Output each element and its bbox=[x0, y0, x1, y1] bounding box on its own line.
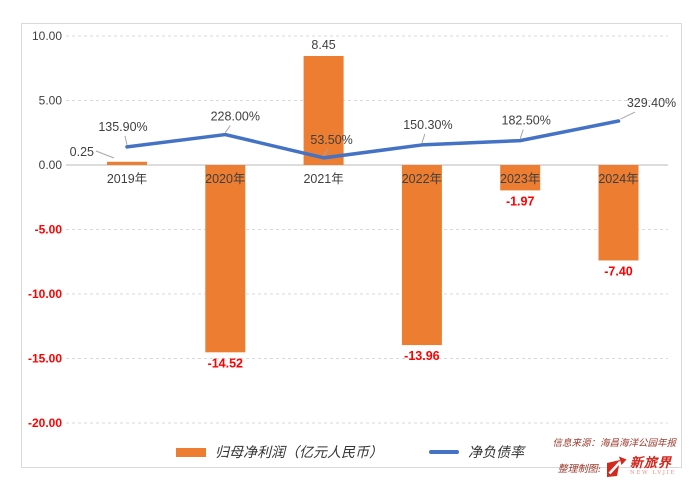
bar-2023年 bbox=[500, 165, 541, 191]
line-label-leader bbox=[620, 111, 636, 120]
source-note: 信息来源：海昌海洋公园年报 bbox=[552, 438, 676, 449]
line-label-leader bbox=[124, 135, 128, 145]
line-value-label: 150.30% bbox=[403, 118, 452, 132]
chart-legend: 归母净利润（亿元人民币） 净负债率 bbox=[0, 442, 700, 462]
line-label-leader bbox=[224, 125, 231, 133]
bar-value-label: -1.97 bbox=[506, 194, 535, 208]
y-tick-label: -5.00 bbox=[35, 223, 63, 237]
logo-name: 新旅界 bbox=[630, 456, 673, 472]
category-label: 2022年 bbox=[402, 172, 442, 186]
logo-subtext: NEW LVJIE bbox=[630, 470, 676, 477]
y-tick-label: -15.00 bbox=[28, 352, 62, 366]
y-tick-label: 10.00 bbox=[32, 29, 62, 43]
bar-value-label: -7.40 bbox=[604, 264, 633, 278]
category-label: 2020年 bbox=[205, 172, 245, 186]
y-tick-label: -10.00 bbox=[28, 287, 62, 301]
bar-series-swatch bbox=[176, 447, 206, 457]
bar-2022年 bbox=[401, 165, 442, 346]
line-value-label: 135.90% bbox=[98, 120, 147, 134]
line-value-label: 228.00% bbox=[211, 110, 260, 124]
y-tick-label: 0.00 bbox=[39, 158, 63, 172]
xinlvjie-logo: 新旅界 NEW LVJIE bbox=[607, 456, 676, 478]
bar-value-label: -13.96 bbox=[404, 349, 439, 363]
category-label: 2024年 bbox=[598, 172, 638, 186]
legend-item-debt-ratio: 净负债率 bbox=[429, 442, 524, 462]
bar-value-label: 8.45 bbox=[311, 38, 335, 52]
line-value-label: 182.50% bbox=[502, 114, 551, 128]
bar-2021年 bbox=[303, 55, 344, 166]
footer-credits: 信息来源：海昌海洋公园年报 整理制图: 新旅界 NEW LVJIE bbox=[552, 435, 676, 478]
bar-2019年 bbox=[107, 161, 147, 165]
combo-chart: 10.00 5.00 0.00 -5.00 -10.00 -15.00 -20.00 2019… bbox=[28, 29, 676, 430]
legend-item-net-profit: 归母净利润（亿元人民币） bbox=[176, 442, 383, 462]
line-label-leader bbox=[519, 129, 524, 139]
line-value-label: 329.40% bbox=[627, 96, 676, 110]
bar-2024年 bbox=[598, 165, 639, 261]
logo-arrow-icon bbox=[607, 456, 627, 477]
category-label: 2019年 bbox=[107, 172, 147, 186]
line-series-swatch bbox=[429, 450, 459, 454]
category-label: 2021年 bbox=[303, 172, 343, 186]
line-value-label: 53.50% bbox=[310, 133, 352, 147]
legend-label-debt-ratio: 净负债率 bbox=[468, 445, 524, 461]
bar-2020年 bbox=[205, 165, 246, 353]
line-label-leader bbox=[421, 133, 426, 144]
credit-label: 整理制图: bbox=[557, 463, 601, 475]
legend-label-net-profit: 归母净利润（亿元人民币） bbox=[215, 445, 383, 461]
debt-ratio-line bbox=[125, 119, 621, 160]
bar-label-leader bbox=[95, 150, 115, 159]
bar-value-label: -14.52 bbox=[208, 356, 243, 370]
y-tick-label: -20.00 bbox=[28, 416, 62, 430]
chart-border-frame bbox=[21, 23, 682, 468]
bar-value-label: 0.25 bbox=[70, 145, 94, 159]
y-tick-label: 5.00 bbox=[39, 94, 63, 108]
line-label-leader bbox=[323, 148, 329, 157]
category-label: 2023年 bbox=[500, 172, 540, 186]
